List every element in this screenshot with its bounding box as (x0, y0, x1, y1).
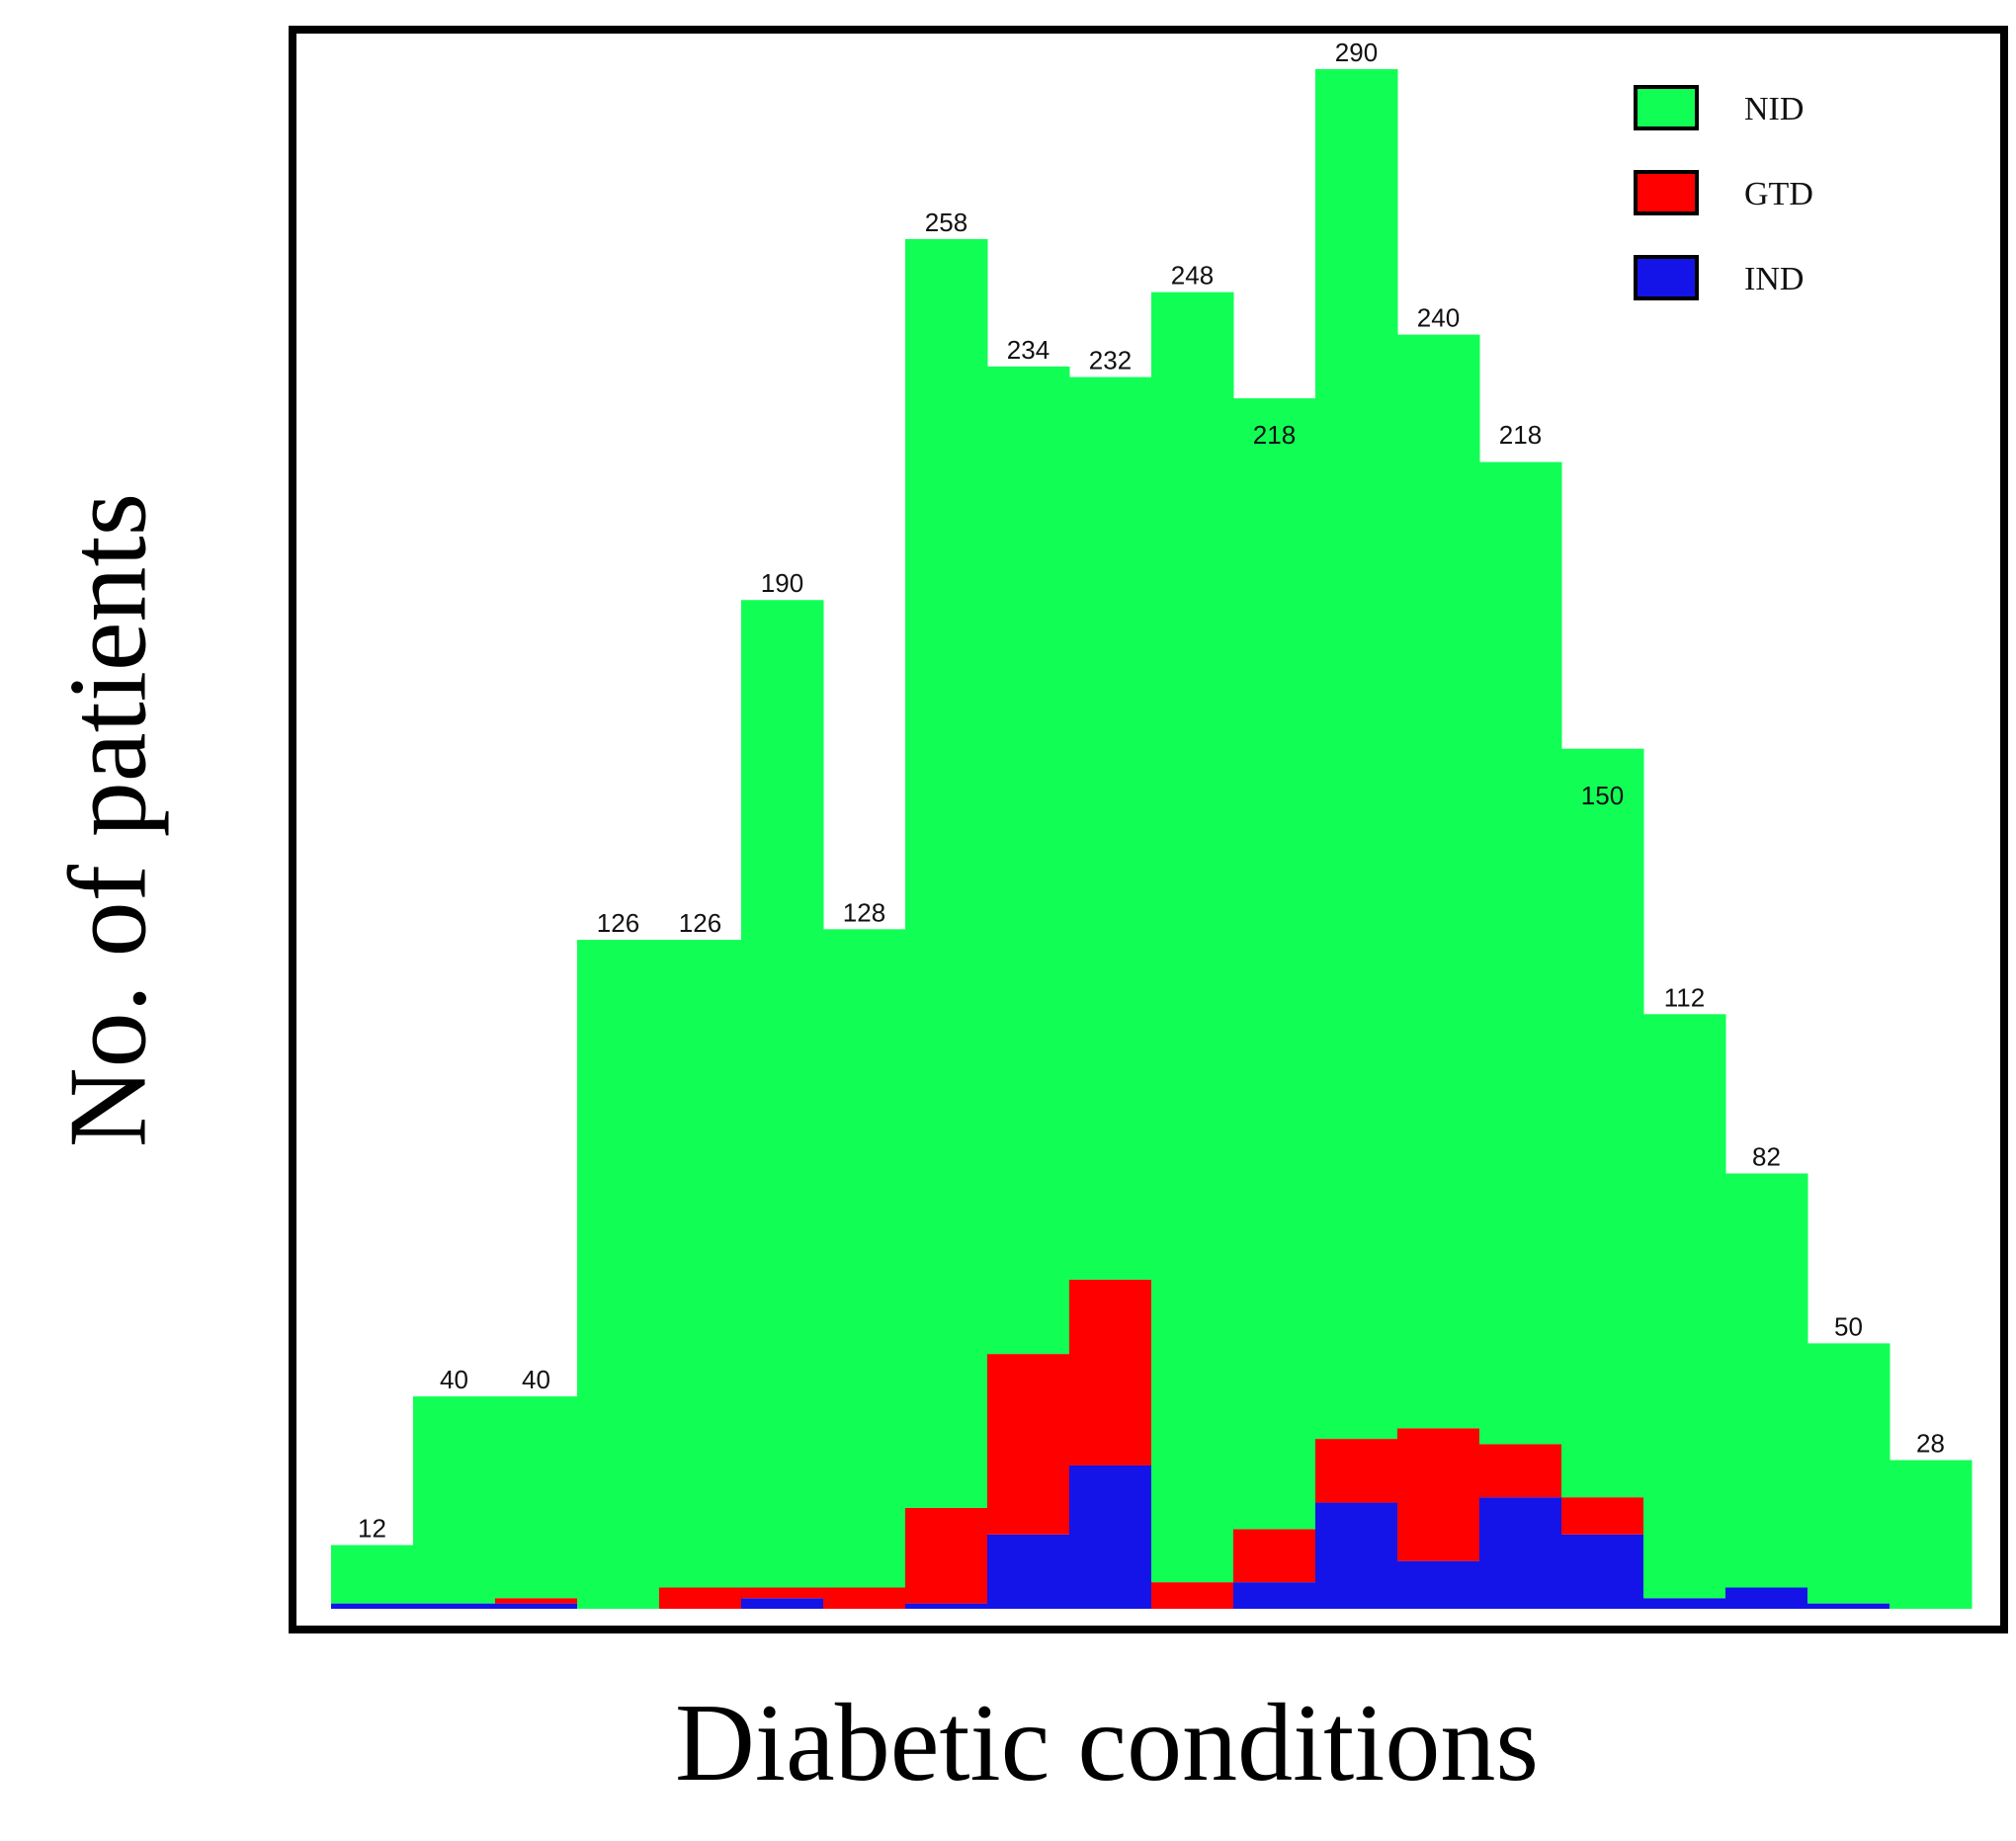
bar-total-label-15: 218 (1499, 420, 1542, 450)
bar-total-label-8: 258 (925, 208, 967, 237)
legend-label-ind: IND (1744, 261, 1804, 297)
bar-ind-19 (1807, 1603, 1890, 1609)
legend-swatch-ind (1634, 255, 1699, 300)
bar-nid-1 (331, 1545, 414, 1604)
bar-total-label-7: 128 (843, 897, 885, 927)
bar-total-label-10: 232 (1089, 346, 1132, 376)
bar-ind-2 (413, 1603, 496, 1609)
legend: NID GTD IND (1634, 85, 1813, 300)
bar-gtd-7 (823, 1587, 906, 1609)
bar-nid-15 (1479, 461, 1562, 1445)
bar-nid-14 (1397, 334, 1480, 1429)
bar-labels-layer: 12 40 40 126 126 190 128 258 234 232 248 218 290 240 2… (358, 38, 1945, 1544)
bar-nid-9 (987, 366, 1070, 1355)
bar-gtd-8 (905, 1507, 988, 1604)
bar-nid-11 (1151, 292, 1234, 1583)
bar-nid-19 (1807, 1343, 1890, 1604)
bar-nid-18 (1725, 1173, 1808, 1588)
bar-nid-7 (823, 929, 906, 1588)
y-axis-label: No. of patients (46, 492, 170, 1148)
legend-label-gtd: GTD (1744, 176, 1813, 212)
legend-swatch-gtd (1634, 170, 1699, 215)
bar-total-label-12: 218 (1253, 420, 1296, 450)
bar-gtd-3 (495, 1598, 578, 1604)
bar-total-label-5: 126 (679, 908, 721, 938)
x-axis-label: Diabetic conditions (674, 1682, 1539, 1804)
legend-swatch-nid (1634, 85, 1699, 130)
bar-gtd-10 (1069, 1279, 1152, 1465)
bar-total-label-9: 234 (1007, 335, 1050, 365)
bar-gtd-15 (1479, 1444, 1562, 1498)
bar-nid-5 (659, 940, 742, 1588)
bar-total-label-3: 40 (522, 1365, 550, 1394)
bar-total-label-6: 190 (761, 568, 803, 598)
bar-gtd-13 (1315, 1439, 1398, 1503)
bar-total-label-13: 290 (1335, 38, 1378, 67)
legend-label-nid: NID (1744, 91, 1804, 127)
bar-ind-14 (1397, 1560, 1480, 1609)
bar-ind-13 (1315, 1502, 1398, 1609)
plot-frame (289, 26, 2008, 1633)
bar-total-label-14: 240 (1417, 303, 1460, 333)
bar-total-label-4: 126 (597, 908, 639, 938)
bar-nid-20 (1890, 1460, 1973, 1609)
bars-layer (331, 69, 1973, 1609)
bar-gtd-9 (987, 1354, 1070, 1535)
bar-ind-9 (987, 1534, 1070, 1609)
bar-ind-17 (1643, 1598, 1726, 1609)
bar-nid-6 (741, 600, 824, 1588)
bar-gtd-12 (1233, 1529, 1316, 1583)
bar-total-label-11: 248 (1171, 261, 1214, 291)
bar-total-label-1: 12 (358, 1514, 386, 1544)
bar-ind-8 (905, 1603, 988, 1609)
bar-total-label-19: 50 (1834, 1311, 1863, 1341)
bar-nid-4 (577, 940, 660, 1609)
bar-total-label-17: 112 (1664, 982, 1705, 1012)
bar-nid-3 (495, 1396, 578, 1599)
bar-ind-12 (1233, 1582, 1316, 1609)
bar-ind-18 (1725, 1587, 1808, 1609)
bar-gtd-6 (741, 1587, 824, 1599)
bar-ind-10 (1069, 1464, 1152, 1609)
bar-total-label-18: 82 (1752, 1141, 1781, 1171)
bar-nid-8 (905, 238, 988, 1508)
bar-ind-16 (1561, 1534, 1644, 1609)
bar-gtd-5 (659, 1587, 742, 1609)
bar-nid-12 (1233, 398, 1316, 1530)
bar-gtd-16 (1561, 1497, 1644, 1535)
bar-nid-13 (1315, 69, 1398, 1440)
bar-nid-2 (413, 1396, 496, 1604)
bar-nid-17 (1643, 1014, 1726, 1599)
bar-total-label-20: 28 (1916, 1429, 1945, 1459)
bar-nid-16 (1561, 748, 1644, 1498)
bar-total-label-2: 40 (440, 1365, 468, 1394)
bar-ind-3 (495, 1603, 578, 1609)
bar-total-label-16: 150 (1581, 781, 1624, 810)
bar-gtd-14 (1397, 1428, 1480, 1561)
bar-ind-15 (1479, 1497, 1562, 1609)
bar-ind-6 (741, 1598, 824, 1609)
bar-gtd-11 (1151, 1582, 1234, 1609)
bar-ind-1 (331, 1603, 414, 1609)
bar-nid-10 (1069, 377, 1152, 1280)
